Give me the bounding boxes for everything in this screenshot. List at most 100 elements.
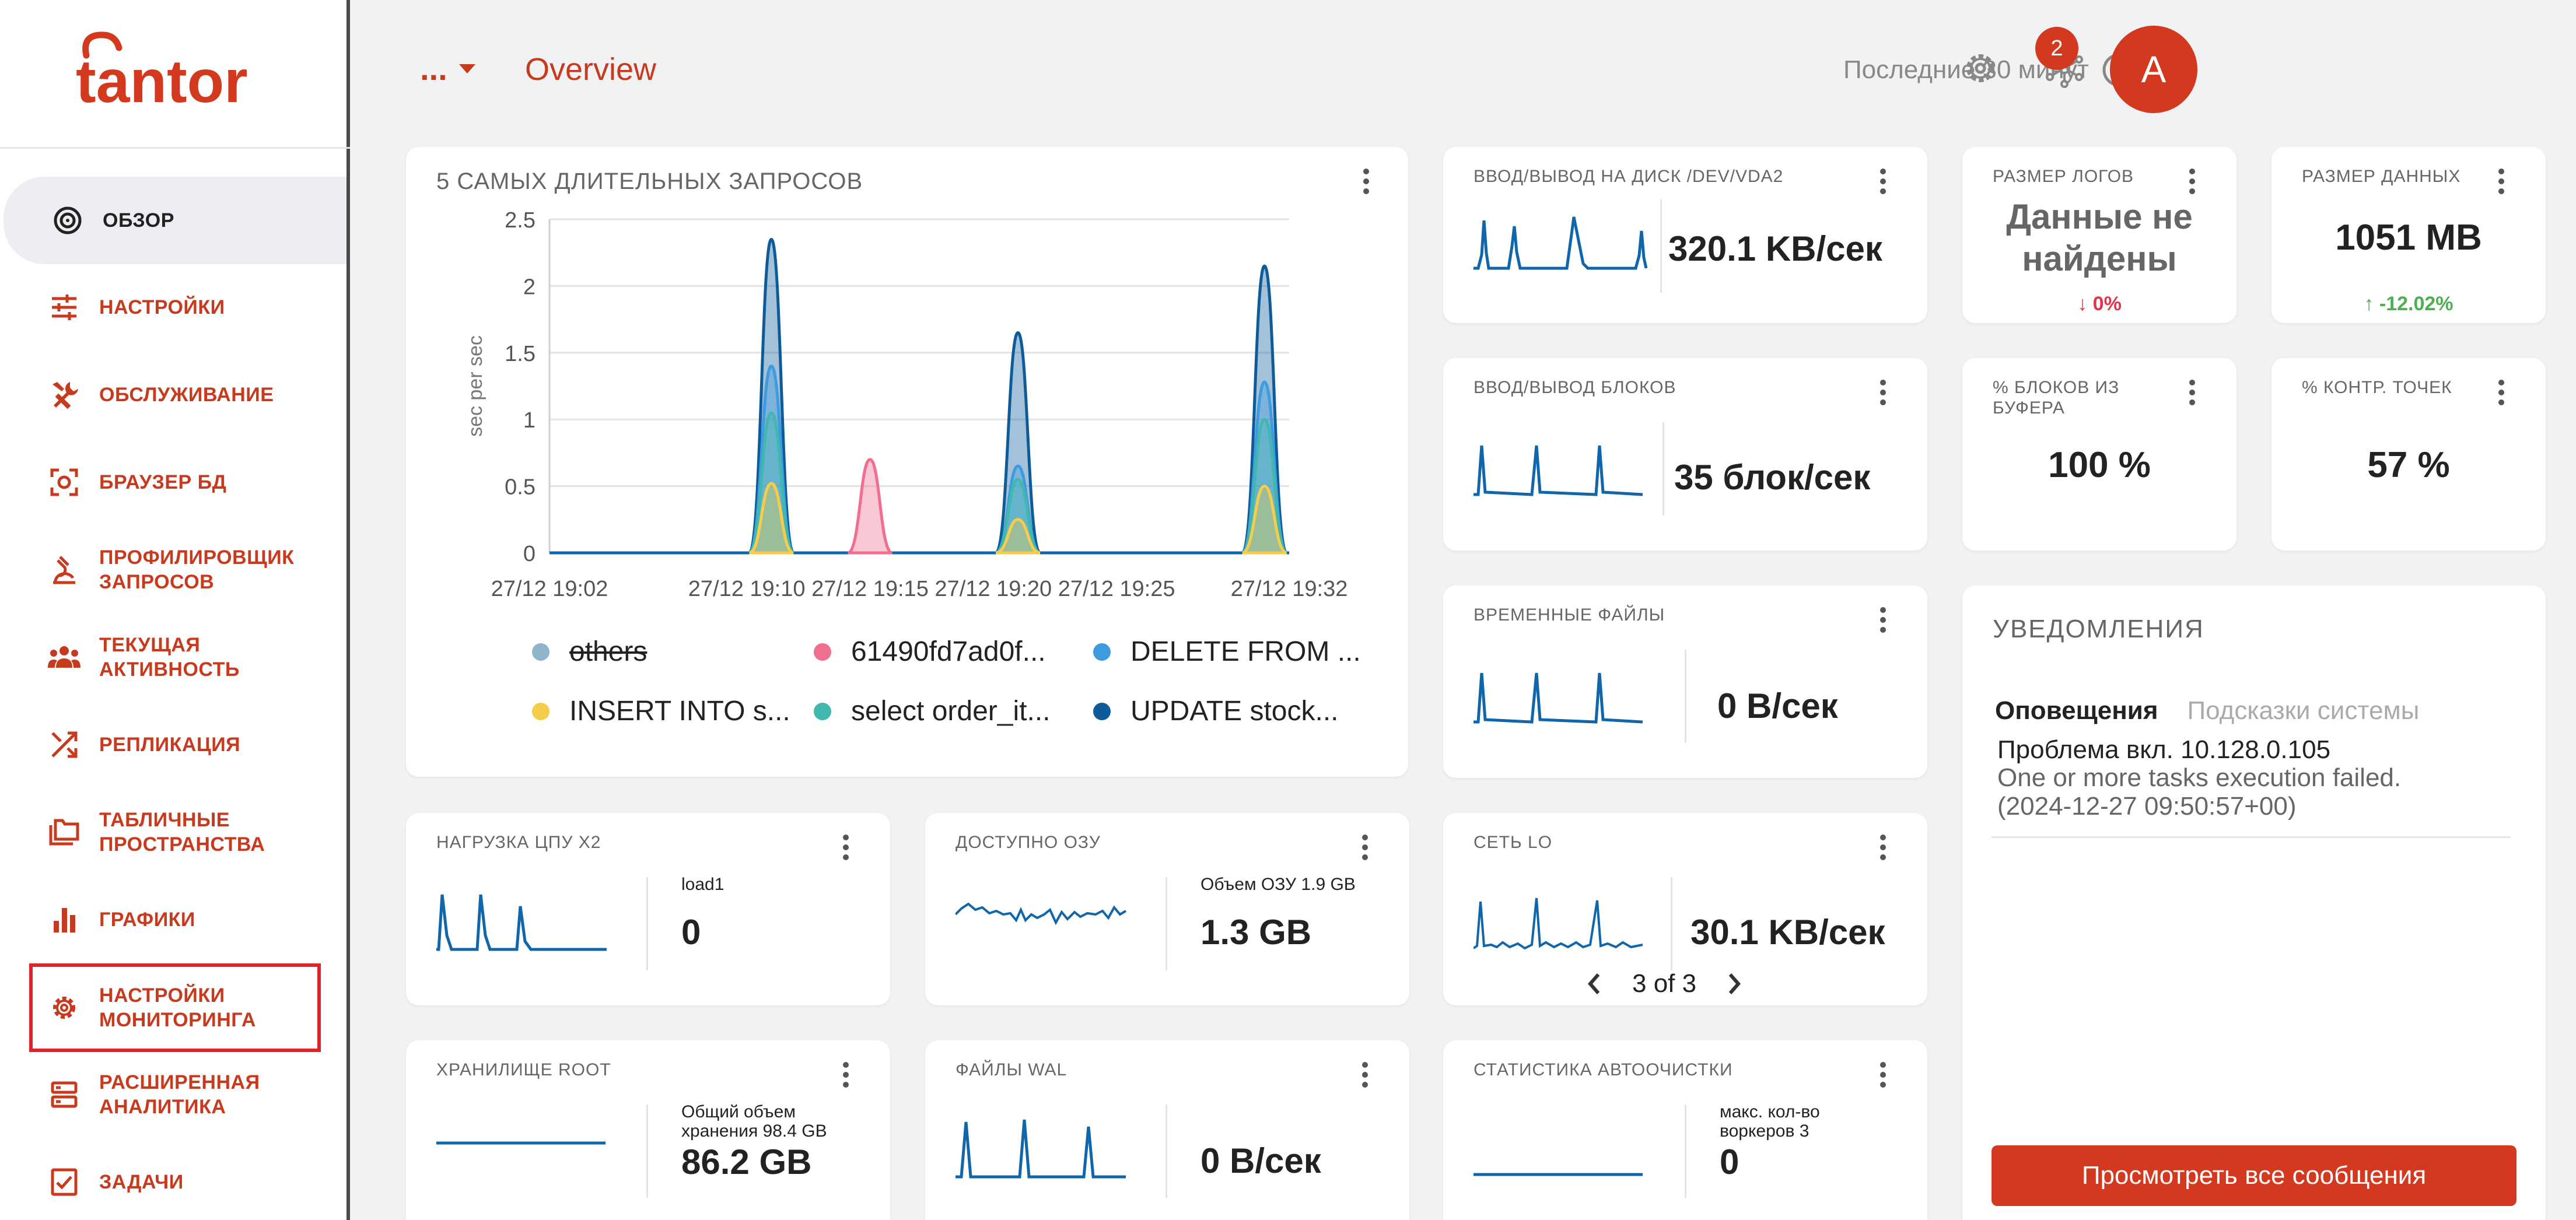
card-title: СЕТЬ LO (1474, 833, 1553, 852)
card-menu-button[interactable] (1871, 827, 1895, 868)
card-title: СТАТИСТИКА АВТООЧИСТКИ (1474, 1060, 1733, 1079)
card-title: ВВОД/ВЫВОД БЛОКОВ (1474, 378, 1676, 397)
card-title: ДОСТУПНО ОЗУ (956, 833, 1101, 852)
legend-item-select-order[interactable]: select order_it... (814, 695, 1050, 727)
notification-message[interactable]: Проблема вкл. 10.128.0.105 One or more t… (1997, 735, 2511, 821)
card-menu-button[interactable] (2180, 372, 2204, 413)
sidebar-item-replication[interactable]: РЕПЛИКАЦИЯ (0, 701, 346, 788)
legend-label: 61490fd7ad0f... (851, 636, 1046, 667)
x-tick-label: 27/12 19:15 (811, 577, 929, 601)
legend-dot (1093, 643, 1111, 661)
legend-label: others (569, 636, 648, 667)
log-size-card: РАЗМЕР ЛОГОВ Данные не найдены ↓ 0% (1962, 147, 2236, 323)
sidebar-item-db-browser[interactable]: БРАУЗЕР БД (0, 439, 346, 526)
card-menu-button[interactable] (2490, 372, 2513, 413)
network-lo-card: СЕТЬ LO 30.1 KB/сек (1443, 813, 1927, 1005)
sidebar-item-query-profiler[interactable]: ПРОФИЛИРОВЩИК ЗАПРОСОВ (0, 526, 346, 613)
pager-next-button[interactable] (1720, 969, 1749, 998)
disk-io-sparkline (1474, 216, 1648, 270)
context-menu-button[interactable]: ... (420, 50, 475, 87)
metric-value: 100 % (2048, 445, 2151, 485)
card-menu-button[interactable] (2490, 161, 2513, 202)
settings-gear-button[interactable] (1960, 48, 2001, 89)
legend-item-61490fd7ad0f[interactable]: 61490fd7ad0f... (814, 636, 1046, 668)
autovacuum-sparkline (1474, 1173, 1643, 1176)
notification-time: (2024-12-27 09:50:57+00) (1997, 791, 2297, 821)
gear-icon (48, 991, 80, 1024)
card-menu-button[interactable] (1353, 1054, 1377, 1095)
area-peak-insert-into-s- (995, 518, 1041, 555)
sidebar-item-tablespaces[interactable]: ТАБЛИЧНЫЕ ПРОСТРАНСТВА (0, 788, 346, 876)
notification-count-badge: 2 (2035, 27, 2078, 70)
sidebar-item-label: РЕПЛИКАЦИЯ (99, 733, 241, 756)
wal-sparkline (956, 1119, 1126, 1179)
sidebar-item-advanced-analytics[interactable]: РАСШИРЕННАЯ АНАЛИТИКА (0, 1051, 346, 1138)
sidebar-item-label: НАСТРОЙКИ МОНИТОРИНГА (99, 984, 256, 1032)
folders-icon (48, 816, 80, 849)
legend-item-others[interactable]: others (532, 636, 647, 668)
legend-item-update-stock[interactable]: UPDATE stock... (1093, 695, 1339, 727)
card-menu-button[interactable] (2180, 161, 2204, 202)
metric-value: 0 (681, 913, 701, 952)
sidebar-item-label: НАСТРОЙКИ (99, 296, 225, 318)
card-title: 5 САМЫХ ДЛИТЕЛЬНЫХ ЗАПРОСОВ (436, 169, 863, 194)
y-tick-label: 2 (523, 275, 536, 299)
card-menu-button[interactable] (834, 827, 858, 868)
context-label: ... (420, 50, 447, 87)
network-lo-sparkline (1474, 898, 1643, 950)
x-tick-label: 27/12 19:02 (491, 577, 608, 601)
sidebar-item-current-activity[interactable]: ТЕКУЩАЯ АКТИВНОСТЬ (0, 613, 346, 701)
metric-label: Общий объем хранения 98.4 GB (681, 1102, 827, 1141)
activity-users-icon (48, 641, 80, 674)
notification-tabs: Оповещения Подсказки системы (1995, 696, 2419, 725)
cpu-sparkline (436, 894, 607, 951)
autovacuum-card: СТАТИСТИКА АВТООЧИСТКИ макс. кол-во ворк… (1443, 1040, 1927, 1220)
card-menu-button[interactable] (1871, 372, 1895, 413)
tab-alerts[interactable]: Оповещения (1995, 696, 2158, 725)
card-title: РАЗМЕР ДАННЫХ (2302, 167, 2461, 186)
block-io-sparkline (1474, 445, 1643, 496)
task-check-icon (48, 1166, 80, 1198)
legend-dot (1093, 702, 1111, 720)
tab-system-hints[interactable]: Подсказки системы (2187, 696, 2420, 725)
sidebar: tantor ОБЗОР НАСТРОЙКИ ОБСЛУЖИВАНИЕ БРАУ… (0, 0, 350, 1220)
metric-value: 86.2 GB (681, 1142, 812, 1182)
metric-value: 0 B/сек (1717, 686, 1838, 725)
sidebar-item-label: РАСШИРЕННАЯ АНАЛИТИКА (99, 1071, 260, 1119)
card-title: НАГРУЗКА ЦПУ X2 (436, 833, 601, 852)
divider (1992, 836, 2511, 838)
tools-icon (48, 378, 80, 411)
legend-item-insert-into[interactable]: INSERT INTO s... (532, 695, 790, 727)
chevron-down-icon (459, 64, 475, 73)
card-menu-button[interactable] (1354, 161, 1378, 202)
card-menu-button[interactable] (1871, 1054, 1895, 1095)
user-avatar[interactable]: A (2110, 26, 2197, 113)
metric-label: макс. кол-во воркеров 3 (1720, 1102, 1820, 1141)
sidebar-item-maintenance[interactable]: ОБСЛУЖИВАНИЕ (0, 351, 346, 439)
card-menu-button[interactable] (1871, 600, 1895, 640)
pager-prev-button[interactable] (1580, 969, 1609, 998)
sidebar-item-overview[interactable]: ОБЗОР (4, 177, 346, 264)
gear-icon (1966, 54, 1994, 82)
legend-label: INSERT INTO s... (569, 696, 790, 727)
card-title: ВВОД/ВЫВОД НА ДИСК /DEV/VDA2 (1474, 167, 1784, 186)
x-tick-label: 27/12 19:32 (1231, 577, 1348, 601)
arrow-up-icon: ↑ (2364, 293, 2379, 315)
sidebar-item-settings[interactable]: НАСТРОЙКИ (0, 264, 346, 351)
svg-text:tantor: tantor (76, 48, 248, 111)
card-menu-button[interactable] (1871, 161, 1895, 202)
sidebar-item-charts[interactable]: ГРАФИКИ (0, 876, 346, 963)
ram-sparkline (956, 902, 1127, 925)
metric-value: 0 (1720, 1142, 1740, 1182)
sidebar-item-label: ПРОФИЛИРОВЩИК ЗАПРОСОВ (99, 546, 295, 594)
legend-dot (814, 702, 831, 720)
sidebar-item-monitoring-settings[interactable]: НАСТРОЙКИ МОНИТОРИНГА (29, 963, 321, 1052)
legend-item-delete-from[interactable]: DELETE FROM ... (1093, 636, 1361, 668)
view-all-messages-button[interactable]: Просмотреть все сообщения (1992, 1145, 2516, 1206)
card-menu-button[interactable] (834, 1054, 858, 1095)
replication-shuffle-icon (48, 728, 80, 761)
card-menu-button[interactable] (1353, 827, 1377, 868)
tantor-logo[interactable]: tantor (70, 29, 268, 111)
sidebar-item-tasks[interactable]: ЗАДАЧИ (0, 1138, 346, 1220)
sidebar-item-label: ОБЗОР (103, 209, 174, 232)
